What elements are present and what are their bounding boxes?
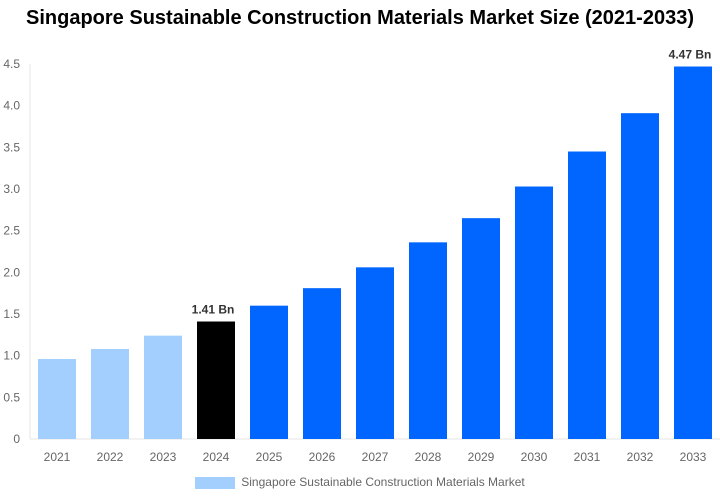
bar-2022	[91, 349, 129, 439]
legend[interactable]: Singapore Sustainable Construction Mater…	[0, 475, 720, 489]
x-tick-label: 2027	[362, 450, 389, 464]
bar-2030	[515, 186, 553, 439]
bar-2029	[462, 218, 500, 439]
x-tick-label: 2024	[203, 450, 230, 464]
x-tick-label: 2030	[521, 450, 548, 464]
x-tick-label: 2033	[680, 450, 707, 464]
bar-2027	[356, 267, 394, 439]
data-label: 4.47 Bn	[669, 48, 712, 62]
bar-2031	[568, 151, 606, 439]
x-tick-label: 2029	[468, 450, 495, 464]
x-tick-label: 2032	[627, 450, 654, 464]
y-tick-label: 1.5	[3, 307, 20, 321]
legend-label: Singapore Sustainable Construction Mater…	[241, 475, 525, 489]
data-label: 1.41 Bn	[192, 303, 235, 317]
x-tick-label: 2023	[150, 450, 177, 464]
bar-chart: 0 0.5 1.0 1.5 2.0 2.5 3.0 3.5 4.0 4.5 2021 2022 2023…	[3, 48, 720, 464]
x-tick-label: 2025	[256, 450, 283, 464]
bar-2024	[197, 321, 235, 439]
x-tick-label: 2028	[415, 450, 442, 464]
bar-2028	[409, 242, 447, 439]
bar-2021	[38, 359, 76, 439]
x-tick-label: 2022	[97, 450, 124, 464]
y-tick-label: 2.0	[3, 265, 20, 279]
y-tick-label: 0.5	[3, 390, 20, 404]
x-tick-label: 2026	[309, 450, 336, 464]
x-tick-label: 2031	[574, 450, 601, 464]
y-tick-label: 0	[13, 432, 20, 446]
bar-2032	[621, 113, 659, 440]
bar-2023	[144, 335, 182, 439]
x-tick-label: 2021	[44, 450, 71, 464]
bar-2033	[674, 66, 712, 439]
chart-title: Singapore Sustainable Construction Mater…	[26, 7, 694, 29]
y-tick-label: 3.5	[3, 140, 20, 154]
y-tick-label: 1.0	[3, 349, 20, 363]
y-tick-label: 2.5	[3, 224, 20, 238]
y-tick-label: 3.0	[3, 182, 20, 196]
bar-2025	[250, 305, 288, 439]
y-tick-label: 4.5	[3, 57, 20, 71]
y-tick-label: 4.0	[3, 99, 20, 113]
legend-swatch	[195, 476, 236, 489]
bar-2026	[303, 288, 341, 439]
